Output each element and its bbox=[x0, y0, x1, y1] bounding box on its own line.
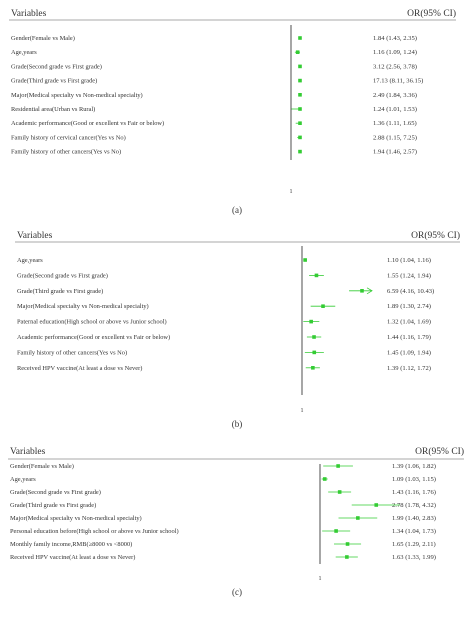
variable-label: Family history of other cancers(Yes vs N… bbox=[17, 349, 127, 356]
variable-label: Residential area(Urban vs Rural) bbox=[11, 106, 95, 113]
or-ci-value: 1.45 (1.09, 1.94) bbox=[387, 349, 431, 356]
or-ci-value: 1.24 (1.01, 1.53) bbox=[373, 106, 417, 113]
variable-label: Grade(Third grade vs First grade) bbox=[10, 502, 96, 509]
or-ci-value: 1.36 (1.11, 1.65) bbox=[373, 120, 417, 127]
or-ci-value: 1.43 (1.16, 1.76) bbox=[392, 489, 436, 496]
point-estimate bbox=[322, 477, 327, 481]
point-estimate bbox=[336, 464, 340, 468]
point-estimate bbox=[309, 319, 313, 324]
or-ci-value: 1.65 (1.29, 2.11) bbox=[392, 541, 436, 548]
variable-label: Gender(Female vs Male) bbox=[11, 35, 75, 42]
point-estimate bbox=[312, 335, 316, 339]
forest-panel-1: Variables OR(95% CI) Gender(Female vs Male… bbox=[9, 8, 456, 215]
column-header-variables: Variables bbox=[17, 231, 53, 241]
or-ci-value: 1.39 (1.06, 1.82) bbox=[392, 463, 436, 470]
point-estimate bbox=[334, 529, 338, 533]
point-estimate bbox=[298, 78, 302, 83]
variable-label: Age,years bbox=[11, 49, 37, 56]
variable-label: Grade(Second grade vs First grade) bbox=[10, 489, 101, 496]
variable-label: Family history of cervical cancer(Yes vs… bbox=[11, 134, 126, 141]
point-estimate bbox=[298, 121, 302, 125]
or-ci-value: 1.39 (1.12, 1.72) bbox=[387, 365, 431, 372]
or-ci-value: 2.88 (1.15, 7.25) bbox=[373, 134, 417, 141]
point-estimate bbox=[312, 350, 317, 355]
point-estimate bbox=[337, 490, 342, 494]
panel-caption: (b) bbox=[232, 419, 243, 429]
column-header-or-ci: OR(95% CI) bbox=[407, 8, 456, 19]
or-ci-value: 1.84 (1.43, 2.35) bbox=[373, 35, 417, 42]
column-header-variables: Variables bbox=[11, 9, 47, 19]
variable-label: Academic performance(Good or excellent v… bbox=[17, 334, 170, 341]
point-estimate bbox=[298, 149, 302, 154]
panel-caption: (a) bbox=[232, 205, 242, 215]
variable-label: Academic performance(Good or excellent v… bbox=[11, 120, 164, 127]
or-ci-value: 1.09 (1.03, 1.15) bbox=[392, 476, 436, 483]
or-ci-value: 1.94 (1.46, 2.57) bbox=[373, 149, 417, 156]
variable-label: Paternal education(High school or above … bbox=[17, 319, 167, 326]
or-ci-value: 1.63 (1.33, 1.99) bbox=[392, 554, 436, 561]
variable-label: Family history of other cancers(Yes vs N… bbox=[11, 149, 121, 156]
point-estimate bbox=[345, 555, 349, 559]
point-estimate bbox=[374, 503, 379, 507]
ci-arrow bbox=[366, 287, 373, 295]
or-ci-value: 6.59 (4.16, 10.43) bbox=[387, 288, 434, 295]
x-tick-label: 1 bbox=[319, 576, 322, 582]
point-estimate bbox=[356, 516, 360, 520]
variable-label: Age,years bbox=[17, 257, 43, 264]
variable-label: Age,years bbox=[10, 476, 36, 483]
variable-label: Grade(Third grade vs First grade) bbox=[11, 78, 97, 85]
or-ci-value: 1.10 (1.04, 1.16) bbox=[387, 257, 431, 264]
or-ci-value: 17.13 (8.11, 36.15) bbox=[373, 78, 423, 85]
column-header-or-ci: OR(95% CI) bbox=[411, 230, 460, 241]
panel-caption: (c) bbox=[232, 587, 242, 597]
point-estimate bbox=[314, 273, 319, 278]
or-ci-value: 1.16 (1.09, 1.24) bbox=[373, 49, 417, 56]
point-estimate bbox=[298, 64, 302, 69]
variable-label: Monthly family income,RMB(≥8000 vs <8000… bbox=[10, 541, 132, 548]
variable-label: Received HPV vaccine(At least a dose vs … bbox=[10, 554, 135, 561]
point-estimate bbox=[311, 366, 315, 370]
or-ci-value: 1.44 (1.16, 1.79) bbox=[387, 334, 431, 341]
point-estimate bbox=[321, 304, 325, 308]
variable-label: Gender(Female vs Male) bbox=[10, 463, 74, 470]
point-estimate bbox=[298, 36, 302, 40]
or-ci-value: 1.89 (1.30, 2.74) bbox=[387, 303, 431, 310]
variable-label: Grade(Second grade vs First grade) bbox=[11, 63, 102, 70]
or-ci-value: 1.55 (1.24, 1.94) bbox=[387, 272, 431, 279]
column-header-or-ci: OR(95% CI) bbox=[415, 446, 464, 457]
point-estimate bbox=[298, 135, 302, 140]
point-estimate bbox=[298, 93, 302, 97]
variable-label: Grade(Third grade vs First grade) bbox=[17, 288, 103, 295]
point-estimate bbox=[303, 258, 307, 262]
or-ci-value: 3.12 (2.56, 3.78) bbox=[373, 63, 417, 70]
point-estimate bbox=[298, 107, 302, 111]
variable-label: Major(Medical specialty vs Non-medical s… bbox=[11, 92, 143, 99]
variable-label: Received HPV vaccine(At least a dose vs … bbox=[17, 365, 142, 372]
point-estimate bbox=[360, 289, 364, 293]
or-ci-value: 2.78 (1.78, 4.32) bbox=[392, 502, 436, 509]
variable-label: Personal education before(High school or… bbox=[10, 528, 179, 535]
point-estimate bbox=[345, 542, 350, 546]
variable-label: Major(Medical specialty vs Non-medical s… bbox=[10, 515, 142, 522]
column-header-variables: Variables bbox=[10, 447, 46, 457]
or-ci-value: 1.99 (1.40, 2.83) bbox=[392, 515, 436, 522]
forest-panel-2: Variables OR(95% CI) Age,years 1.10 (1.04, … bbox=[15, 230, 460, 429]
variable-label: Major(Medical specialty vs Non-medical s… bbox=[17, 303, 149, 310]
point-estimate bbox=[295, 50, 300, 54]
or-ci-value: 2.49 (1.84, 3.36) bbox=[373, 92, 417, 99]
variable-label: Grade(Second grade vs First grade) bbox=[17, 272, 108, 279]
x-tick-label: 1 bbox=[301, 408, 304, 414]
forest-panel-3: Variables OR(95% CI) Gender(Female vs Male… bbox=[8, 446, 464, 597]
or-ci-value: 1.34 (1.04, 1.73) bbox=[392, 528, 436, 535]
x-tick-label: 1 bbox=[290, 189, 293, 195]
or-ci-value: 1.32 (1.04, 1.69) bbox=[387, 319, 431, 326]
